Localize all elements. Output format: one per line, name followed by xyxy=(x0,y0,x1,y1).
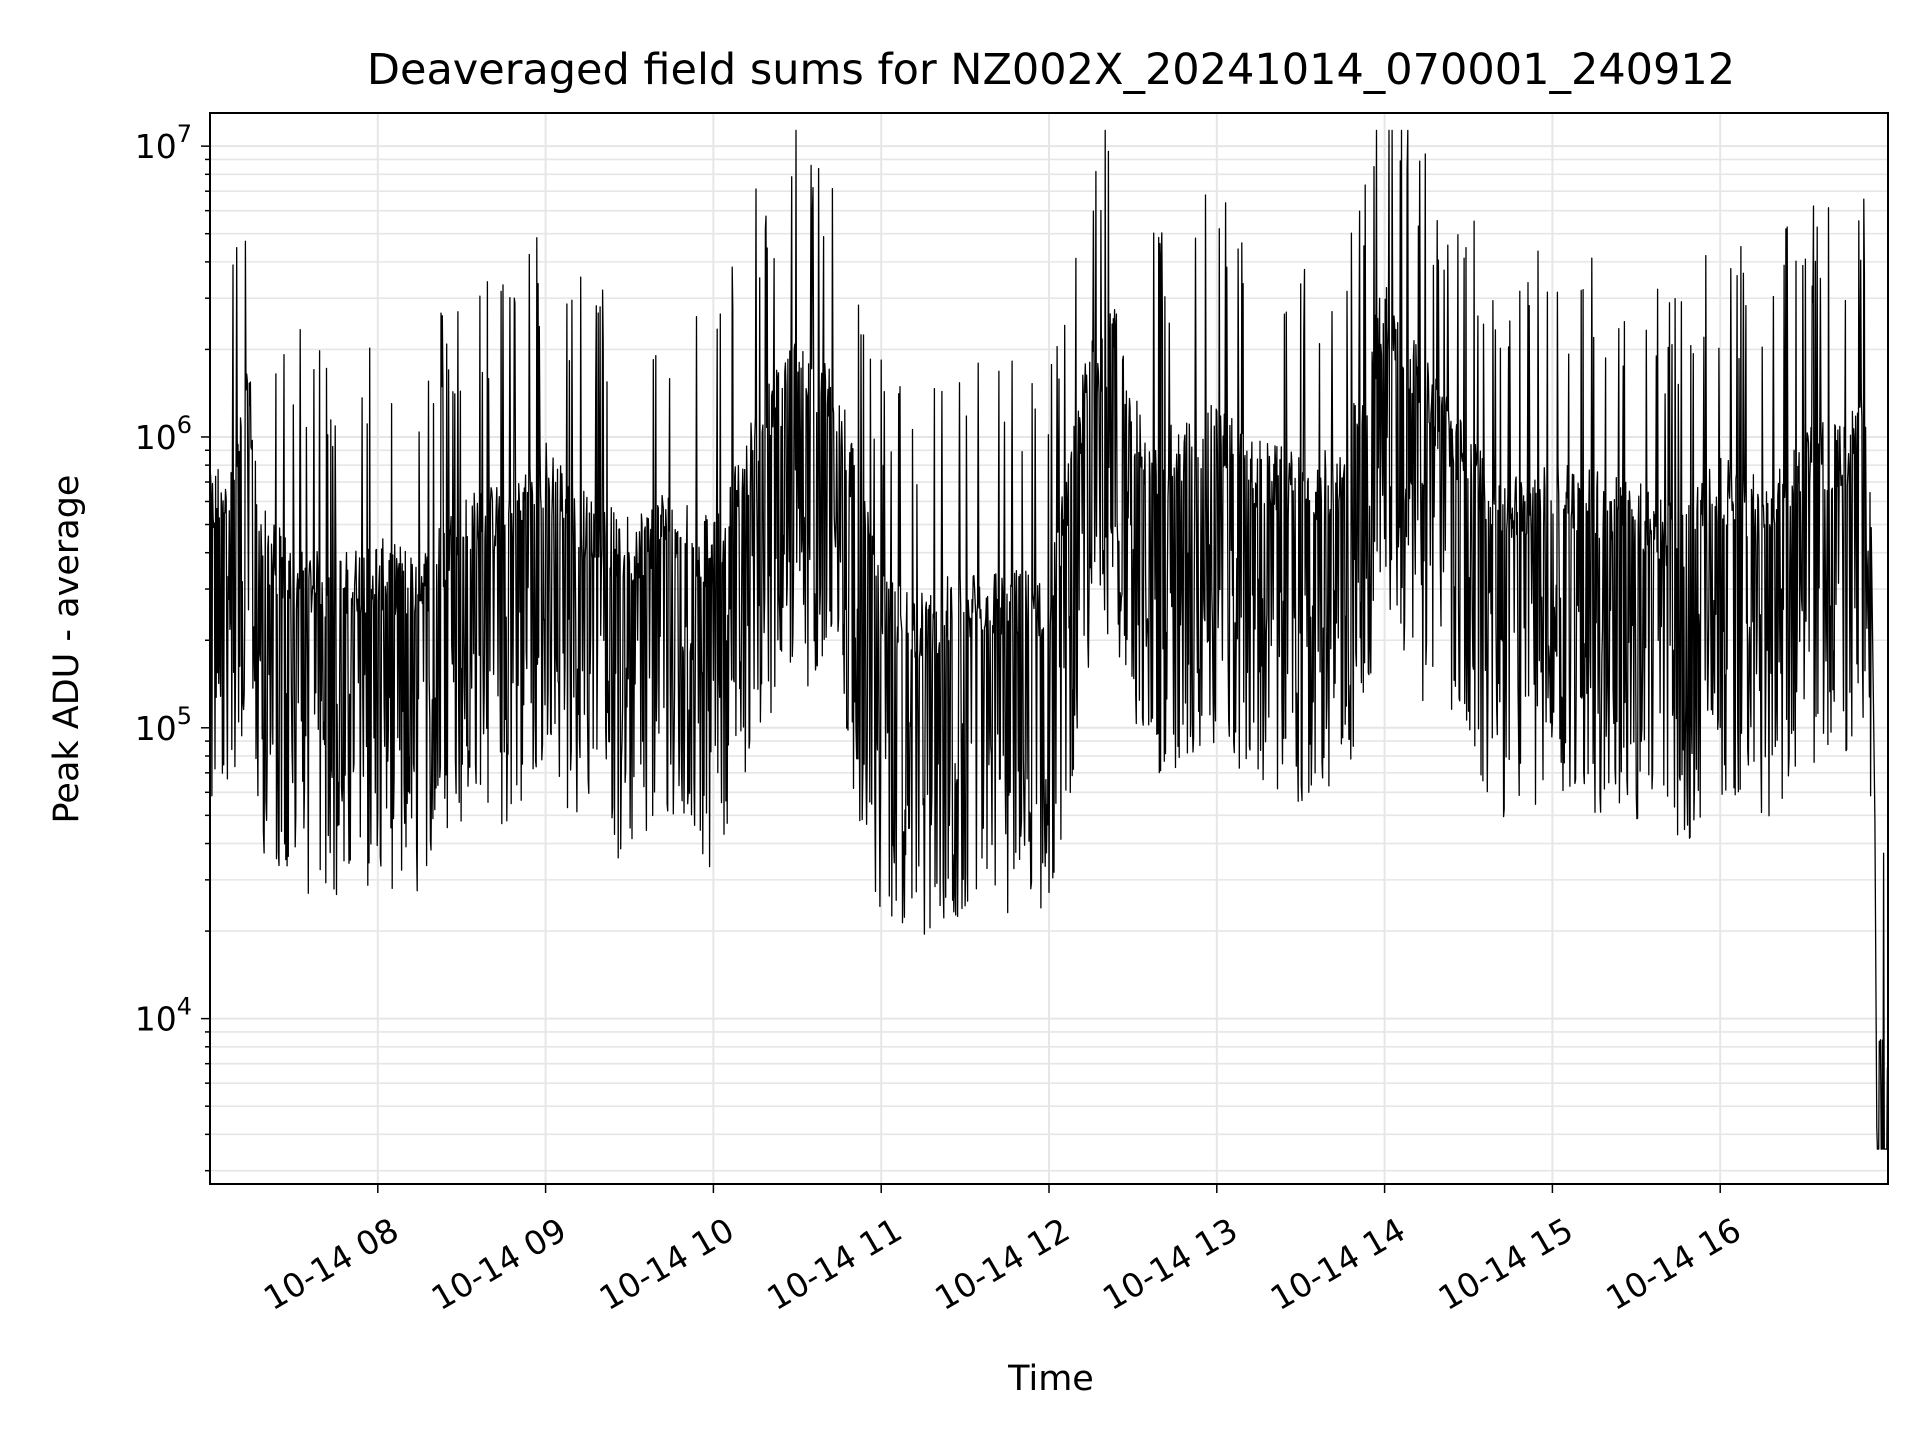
y-tick-label-base: 10 xyxy=(135,1000,177,1039)
x-axis-label: Time xyxy=(1007,1359,1094,1399)
y-tick-label: 106 xyxy=(135,411,192,457)
y-tick-label-exponent: 6 xyxy=(177,411,192,439)
y-tick-label: 104 xyxy=(135,993,192,1039)
y-tick-label-base: 10 xyxy=(135,418,177,457)
series-line xyxy=(209,129,1889,1150)
y-tick-label: 107 xyxy=(135,120,192,166)
chart-title: Deaveraged field sums for NZ002X_2024101… xyxy=(367,45,1735,95)
y-axis-label: Peak ADU - average xyxy=(47,475,87,824)
y-tick-label-base: 10 xyxy=(135,709,177,748)
y-tick-label-exponent: 5 xyxy=(177,702,192,730)
y-tick-label: 105 xyxy=(135,702,192,748)
y-tick-label-exponent: 4 xyxy=(177,993,192,1021)
y-tick-label-base: 10 xyxy=(135,127,177,166)
y-tick-label-exponent: 7 xyxy=(177,120,192,148)
